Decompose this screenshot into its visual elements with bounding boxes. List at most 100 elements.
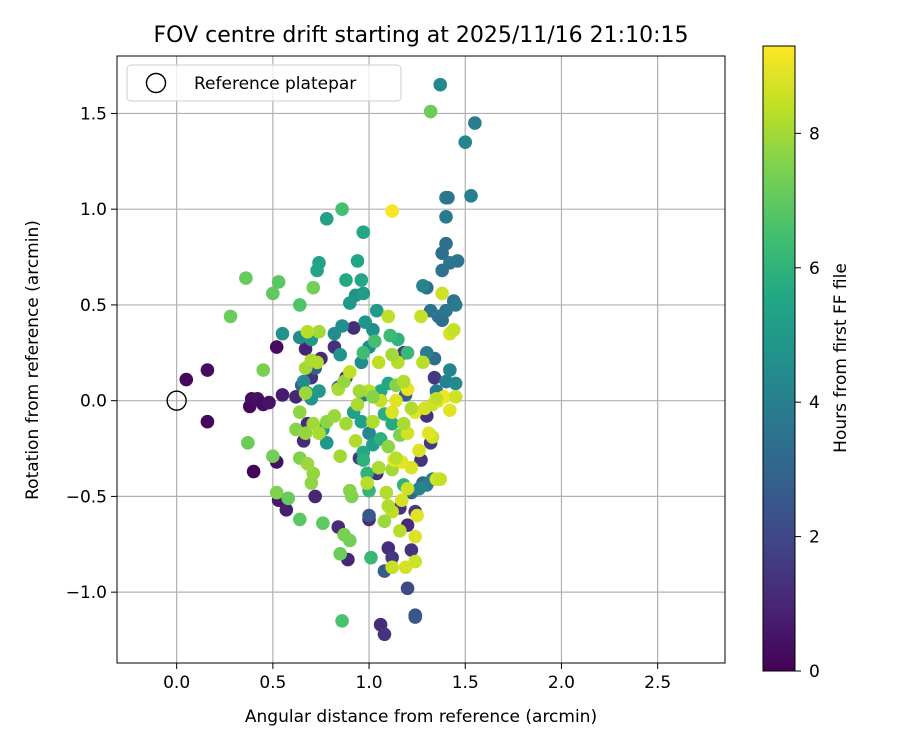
colorbar-tick-label: 2 [809,528,820,548]
data-point [394,493,409,508]
data-point [468,116,482,130]
data-point [377,514,392,529]
data-point [269,340,284,354]
colorbar-ticks: 0 2 4 6 8 [795,124,820,682]
chart-title: FOV centre drift starting at 2025/11/16 … [154,23,689,48]
x-axis-label: Angular distance from reference (arcmin) [245,707,597,727]
data-point [333,547,347,561]
data-point [300,457,315,471]
data-point [281,491,296,506]
data-point [223,309,238,324]
data-point [271,275,286,289]
y-tick-label: 1.5 [80,104,107,124]
data-point [443,403,457,418]
legend-marker [145,72,167,94]
data-point [443,363,457,377]
data-point [396,374,411,389]
colorbar-label: Hours from first FF file [831,263,851,453]
data-point [408,529,423,544]
x-tick-label: 1.0 [356,673,383,693]
colorbar [762,45,796,672]
data-point [343,296,357,310]
data-point [421,426,436,441]
data-point [360,476,374,490]
data-point [266,449,280,463]
reference-marker [166,390,187,411]
data-point [400,581,415,596]
data-point [389,451,403,465]
data-point [319,211,334,226]
data-point [433,472,448,486]
data-point [350,254,365,268]
data-point [371,460,386,475]
data-point [339,416,353,431]
data-point [441,190,455,205]
y-tick-label: 0.5 [80,296,107,316]
data-point [319,435,334,450]
data-point [246,464,261,479]
colorbar-tick-label: 4 [809,393,820,413]
data-point [333,449,347,463]
data-point [356,225,371,239]
y-tick-label: 0.0 [80,392,107,412]
data-point [385,204,399,218]
data-point [352,384,367,398]
data-point [312,426,326,441]
data-point [385,347,399,362]
data-point [404,543,419,557]
data-point [371,355,386,370]
data-point [356,345,371,360]
data-point [439,210,453,224]
data-point [429,391,444,406]
data-point [412,481,426,496]
data-point [300,324,315,339]
scatter-points [179,77,482,642]
data-point [339,273,353,287]
data-point [396,416,411,431]
data-point [310,263,324,278]
data-point [446,323,461,337]
data-point [279,503,294,517]
data-point [362,426,376,441]
grid [117,56,725,663]
data-point [369,303,384,318]
data-point [356,453,371,467]
reference-point [166,390,187,411]
data-point [385,416,399,431]
data-point [385,550,399,565]
data-point [262,395,276,410]
data-point [308,489,322,504]
data-point [458,135,473,149]
data-point [414,309,428,324]
x-tick-label: 2.5 [644,673,671,693]
data-point [350,397,365,412]
data-point [448,376,463,391]
data-point [385,405,399,419]
y-axis-label: Rotation from reference (arcmin) [23,220,43,500]
legend-label: Reference platepar [194,74,356,94]
data-point [310,355,324,370]
data-point [416,278,430,293]
data-point [393,524,407,538]
data-point [385,560,399,575]
x-ticks: 0.0 0.5 1.0 1.5 2.0 2.5 [163,663,671,693]
data-point [364,550,378,565]
data-point [241,435,255,450]
data-point [292,298,307,312]
data-point [381,499,396,513]
data-point [269,485,284,500]
data-point [433,77,448,92]
data-point [358,315,373,329]
data-point [275,326,290,341]
data-point [400,481,415,496]
data-point [423,104,438,119]
data-point [389,393,403,408]
data-point [356,286,371,301]
data-point [275,388,290,402]
x-tick-label: 0.5 [259,673,286,693]
x-tick-label: 2.0 [548,673,575,693]
data-point [179,372,194,387]
data-point [368,334,382,349]
data-point [366,414,380,429]
data-point [416,355,430,370]
